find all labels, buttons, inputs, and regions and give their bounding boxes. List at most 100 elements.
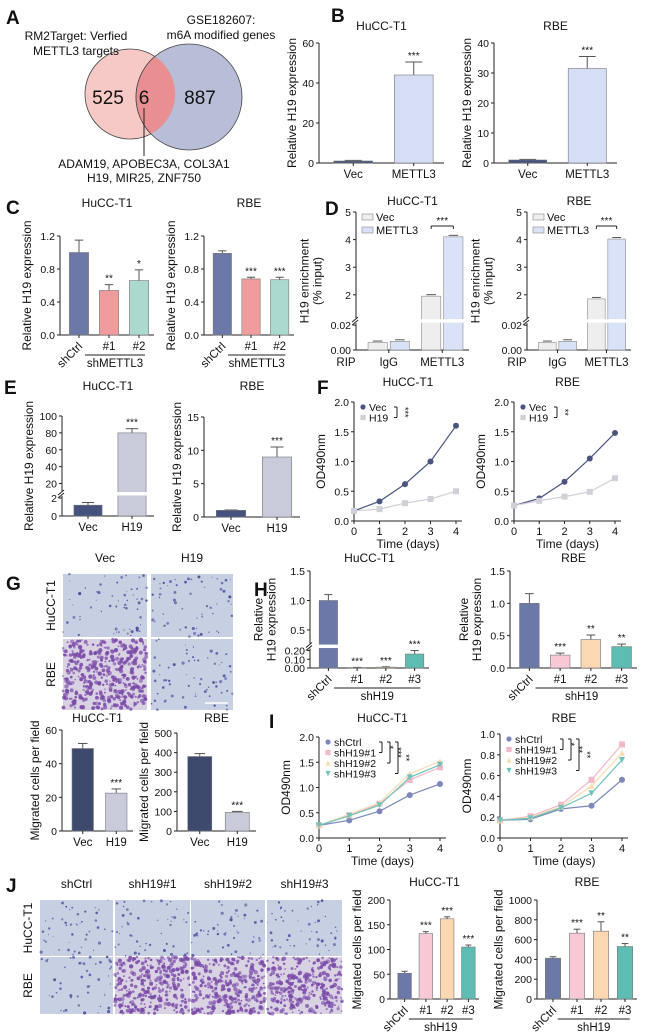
j-micrograph-cell — [304, 980, 308, 984]
j-micrograph-cell — [133, 984, 138, 989]
g2-y-tick-label: 300 — [154, 767, 172, 779]
g-micrograph-cell — [126, 632, 129, 635]
j-micrograph-cell — [48, 994, 51, 997]
g-micrograph-cell — [77, 675, 80, 678]
c2-bar-shctrl — [212, 253, 232, 336]
e1-y-tick-label: 80 — [45, 428, 57, 440]
g1-title: HuCC-T1 — [72, 711, 123, 725]
g-micrograph-cell — [131, 675, 136, 680]
j-micrograph-cell — [159, 899, 164, 903]
g-micrograph-cell — [79, 615, 81, 618]
g2-x-tick-label: H19 — [227, 837, 248, 849]
j-micrograph-cell — [172, 993, 178, 999]
g-micrograph-cell — [74, 695, 78, 699]
j-micrograph-cell — [249, 968, 252, 971]
g-micrograph-cell — [123, 644, 127, 648]
g-micrograph-cell — [100, 610, 103, 613]
j-micrograph-cell — [139, 968, 143, 973]
j-micrograph-cell — [227, 960, 231, 964]
j-micrograph-cell — [99, 960, 102, 964]
j-micrograph-cell — [155, 983, 158, 986]
g-micrograph-cell — [209, 606, 212, 609]
j-micrograph-cell — [114, 997, 116, 999]
h2-significance: *** — [554, 642, 566, 653]
j-micrograph-cell — [277, 966, 283, 971]
b2-y-tick-label: 40 — [477, 38, 489, 50]
i1-x-tick-label: 0 — [316, 843, 322, 855]
b1-bar-vec — [333, 160, 373, 164]
j-micrograph-cell — [77, 1004, 81, 1007]
j-micrograph-cell — [204, 984, 207, 988]
f1-data-point — [351, 507, 357, 514]
g-micrograph-cell — [224, 677, 228, 680]
j-micrograph-cell — [174, 1003, 179, 1007]
j-micrograph-cell — [315, 931, 318, 934]
g-micrograph-cell — [123, 698, 127, 701]
j-micrograph-cell — [273, 996, 277, 1000]
c1-bar-n1 — [99, 290, 119, 336]
j-micrograph-cell — [273, 1008, 276, 1011]
j-micrograph — [115, 900, 190, 956]
g2-y-tick-label: 0 — [166, 826, 172, 838]
e1-y-tick-label: 20 — [45, 479, 57, 491]
g-micrograph-cell — [150, 703, 153, 705]
j-micrograph-cell — [140, 978, 145, 983]
venn-left-count: 525 — [92, 88, 124, 109]
g-micrograph-cell — [118, 640, 123, 645]
j-micrograph-cell — [104, 994, 106, 997]
d2-significance: *** — [601, 216, 613, 227]
j-micrograph-cell — [246, 998, 251, 1003]
j-micrograph-cell — [332, 943, 336, 947]
c2-y-tick-label: 1.2 — [184, 231, 199, 243]
j-micrograph-cell — [287, 934, 291, 938]
g-micrograph-cell — [175, 584, 178, 587]
j-micrograph-cell — [203, 930, 205, 932]
j-micrograph-cell — [300, 930, 302, 932]
f1-y-tick-label: 1.5 — [334, 427, 349, 439]
f1-x-tick-label: 1 — [376, 526, 382, 538]
g-micrograph-cell — [125, 676, 130, 681]
j-micrograph-cell — [78, 962, 81, 965]
e1-axis-break-mark — [57, 492, 65, 499]
g-micrograph-cell — [108, 604, 112, 608]
j-micrograph-cell — [134, 1010, 136, 1013]
g-micrograph-cell — [129, 707, 133, 711]
j-micrograph-cell — [300, 997, 304, 1001]
g-micrograph-cell — [145, 599, 148, 602]
g-micrograph-cell — [208, 631, 210, 633]
j-micrograph-cell — [218, 1000, 222, 1003]
j-micrograph-cell — [239, 991, 242, 994]
h1-x-tick-label: #3 — [408, 674, 421, 686]
j2-y-tick-label: 200 — [514, 974, 532, 986]
g-micrograph-cell — [136, 608, 139, 611]
j-micrograph-cell — [220, 911, 224, 915]
g-micrograph-cell — [78, 666, 83, 670]
j-micrograph-cell — [302, 995, 307, 1000]
j-micrograph-cell — [244, 992, 249, 997]
h2-significance: ** — [587, 624, 595, 635]
f2-x-axis-label: Time (days) — [536, 537, 599, 551]
g-micrograph-cell — [131, 655, 133, 658]
c1-y-tick-label: 0.0 — [40, 330, 55, 342]
g-micrograph-cell — [134, 695, 137, 698]
j-micrograph-cell — [243, 913, 247, 917]
i2-x-tick-label: 0 — [497, 843, 503, 855]
j-micrograph-cell — [270, 970, 276, 975]
j2-bar-n2 — [593, 930, 609, 1000]
g-micrograph-cell — [107, 673, 110, 676]
j-micrograph-cell — [275, 973, 280, 977]
d1-axis-break-mark — [351, 316, 359, 323]
j2-x-tick-label: #2 — [595, 1005, 608, 1017]
j-micrograph-cell — [204, 994, 209, 999]
g-micrograph-cell — [128, 650, 134, 655]
i1-data-point — [437, 761, 443, 768]
j-micrograph-cell — [113, 999, 118, 1004]
g-micrograph-cell — [104, 575, 106, 577]
j-micrograph-cell — [221, 1009, 225, 1013]
j-micrograph-cell — [237, 915, 239, 917]
j-micrograph-cell — [71, 933, 74, 936]
j-micrograph-cell — [143, 984, 145, 987]
g-micrograph-cell — [136, 665, 140, 669]
i2-data-point — [619, 741, 625, 748]
j-micrograph-cell — [270, 986, 275, 990]
